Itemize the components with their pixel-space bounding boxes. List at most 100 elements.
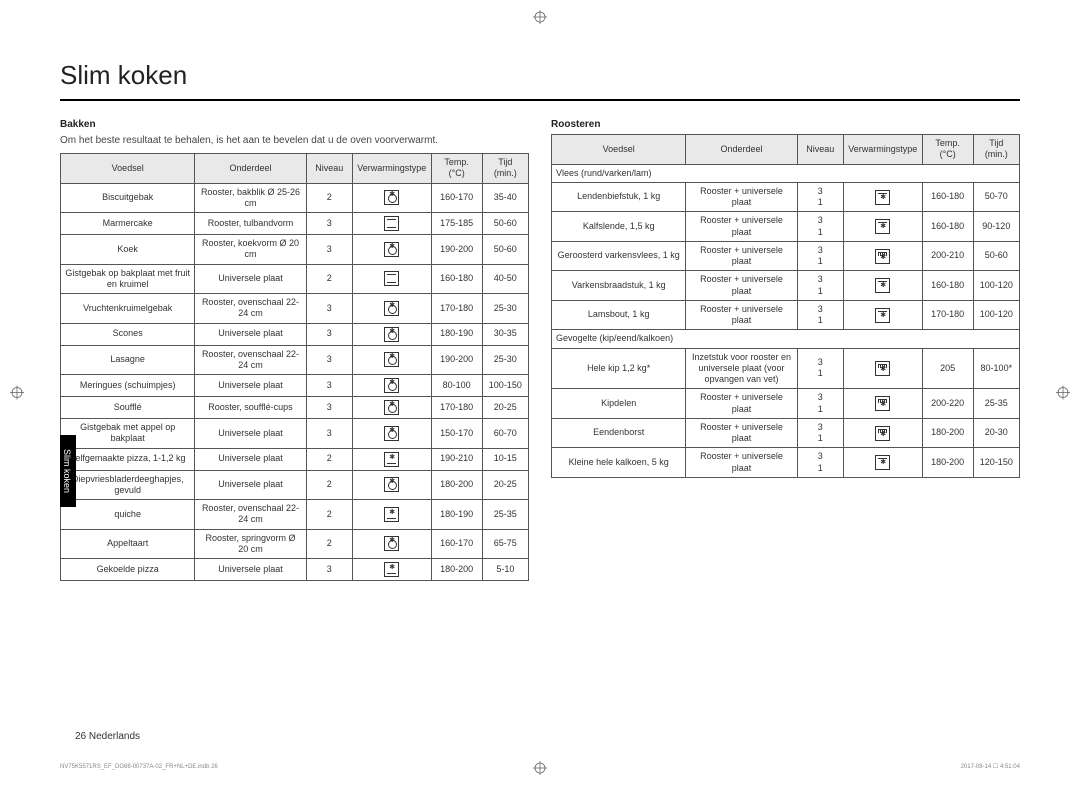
- table-cell: Universele plaat: [195, 559, 306, 581]
- table-cell: 160-180: [922, 212, 973, 242]
- table-row: Gekoelde pizzaUniversele plaat3180-2005-…: [61, 559, 529, 581]
- table-cell: 20-25: [482, 397, 528, 419]
- table-cell: Rooster, springvorm Ø 20 cm: [195, 529, 306, 559]
- table-row: LasagneRooster, ovenschaal 22-24 cm3190-…: [61, 345, 529, 375]
- table-cell: 50-70: [973, 182, 1019, 212]
- table-row: EendenborstRooster + universele plaat311…: [552, 418, 1020, 448]
- table-cell: Lamsbout, 1 kg: [552, 300, 686, 330]
- table-cell: Rooster, ovenschaal 22-24 cm: [195, 345, 306, 375]
- heating-type-icon-cell: [843, 271, 922, 301]
- table-cell: Soufflé: [61, 397, 195, 419]
- oven-mode-icon: [384, 507, 399, 522]
- table-group-label: Vlees (rund/varken/lam): [552, 164, 1020, 182]
- table-cell: 90-120: [973, 212, 1019, 242]
- heating-type-icon-cell: [843, 348, 922, 389]
- table-cell: 2: [306, 183, 352, 213]
- heating-type-icon-cell: [843, 389, 922, 419]
- table-header-row: VoedselOnderdeelNiveauVerwarmingstypeTem…: [61, 154, 529, 184]
- table-cell: 31: [797, 389, 843, 419]
- table-cell: 20-25: [482, 470, 528, 500]
- page-number: 26 Nederlands: [75, 731, 140, 742]
- table-cell: Universele plaat: [195, 448, 306, 470]
- oven-mode-icon: [875, 361, 890, 376]
- table-cell: Universele plaat: [195, 375, 306, 397]
- table-cell: 50-60: [973, 241, 1019, 271]
- table-cell: Rooster + universele plaat: [686, 300, 797, 330]
- table-cell: 180-200: [922, 448, 973, 478]
- table-cell: Koek: [61, 235, 195, 265]
- heating-type-icon-cell: [352, 375, 431, 397]
- side-tab: Slim koken: [60, 435, 76, 507]
- table-cell: Universele plaat: [195, 323, 306, 345]
- table-cell: Gekoelde pizza: [61, 559, 195, 581]
- oven-mode-icon: [875, 249, 890, 264]
- table-row: Varkensbraadstuk, 1 kgRooster + universe…: [552, 271, 1020, 301]
- table-cell: 31: [797, 182, 843, 212]
- table-header-row: VoedselOnderdeelNiveauVerwarmingstypeTem…: [552, 135, 1020, 165]
- oven-mode-icon: [384, 242, 399, 257]
- table-cell: 190-200: [431, 235, 482, 265]
- table-header: Onderdeel: [195, 154, 306, 184]
- table-cell: 180-200: [431, 470, 482, 500]
- heating-type-icon-cell: [843, 300, 922, 330]
- heating-type-icon-cell: [352, 213, 431, 235]
- table-cell: quiche: [61, 500, 195, 530]
- table-cell: Eendenborst: [552, 418, 686, 448]
- table-header: Verwarmingstype: [843, 135, 922, 165]
- table-cell: 120-150: [973, 448, 1019, 478]
- footer-date: 2017-08-14 ☐ 4:51:04: [961, 763, 1020, 770]
- table-row: Hele kip 1,2 kg*Inzetstuk voor rooster e…: [552, 348, 1020, 389]
- table-cell: 80-100*: [973, 348, 1019, 389]
- table-cell: Hele kip 1,2 kg*: [552, 348, 686, 389]
- table-cell: 3: [306, 294, 352, 324]
- table-cell: 2: [306, 264, 352, 294]
- table-cell: 180-190: [431, 500, 482, 530]
- table-cell: Rooster + universele plaat: [686, 448, 797, 478]
- table-cell: Vruchtenkruimelgebak: [61, 294, 195, 324]
- oven-mode-icon: [875, 455, 890, 470]
- table-cell: 200-210: [922, 241, 973, 271]
- section-heading-bakken: Bakken: [60, 119, 529, 130]
- table-group-label: Gevogelte (kip/eend/kalkoen): [552, 330, 1020, 348]
- table-cell: 3: [306, 345, 352, 375]
- table-cell: Marmercake: [61, 213, 195, 235]
- table-cell: 160-170: [431, 183, 482, 213]
- table-cell: 200-220: [922, 389, 973, 419]
- table-cell: 175-185: [431, 213, 482, 235]
- table-cell: Universele plaat: [195, 419, 306, 449]
- table-row: VruchtenkruimelgebakRooster, ovenschaal …: [61, 294, 529, 324]
- heating-type-icon-cell: [352, 323, 431, 345]
- table-cell: Rooster + universele plaat: [686, 182, 797, 212]
- table-cell: 2: [306, 448, 352, 470]
- oven-mode-icon: [384, 378, 399, 393]
- two-column-layout: Bakken Om het beste resultaat te behalen…: [60, 119, 1020, 581]
- table-row: KipdelenRooster + universele plaat31 200-…: [552, 389, 1020, 419]
- table-cell: 150-170: [431, 419, 482, 449]
- table-cell: Rooster + universele plaat: [686, 389, 797, 419]
- table-cell: 170-180: [431, 397, 482, 419]
- table-header: Verwarmingstype: [352, 154, 431, 184]
- table-cell: Lendenbiefstuk, 1 kg: [552, 182, 686, 212]
- table-header: Voedsel: [552, 135, 686, 165]
- table-cell: 170-180: [922, 300, 973, 330]
- page: Slim koken Bakken Om het beste resultaat…: [0, 0, 1080, 621]
- table-cell: 31: [797, 241, 843, 271]
- table-cell: Rooster, ovenschaal 22-24 cm: [195, 500, 306, 530]
- table-cell: Kleine hele kalkoen, 5 kg: [552, 448, 686, 478]
- table-cell: 190-210: [431, 448, 482, 470]
- table-cell: 10-15: [482, 448, 528, 470]
- table-row: Diepvriesbladerdeeghapjes, gevuldUnivers…: [61, 470, 529, 500]
- oven-mode-icon: [384, 536, 399, 551]
- table-cell: Rooster, tulbandvorm: [195, 213, 306, 235]
- table-cell: 100-150: [482, 375, 528, 397]
- table-cell: Kipdelen: [552, 389, 686, 419]
- heating-type-icon-cell: [843, 418, 922, 448]
- table-group-row: Gevogelte (kip/eend/kalkoen): [552, 330, 1020, 348]
- table-row: Gistgebak met appel op bakplaatUniversel…: [61, 419, 529, 449]
- page-title: Slim koken: [60, 60, 1020, 101]
- registration-mark-bottom: [533, 761, 547, 780]
- registration-mark-top: [533, 10, 547, 29]
- oven-mode-icon: [384, 271, 399, 286]
- table-cell: 3: [306, 235, 352, 265]
- oven-mode-icon: [384, 327, 399, 342]
